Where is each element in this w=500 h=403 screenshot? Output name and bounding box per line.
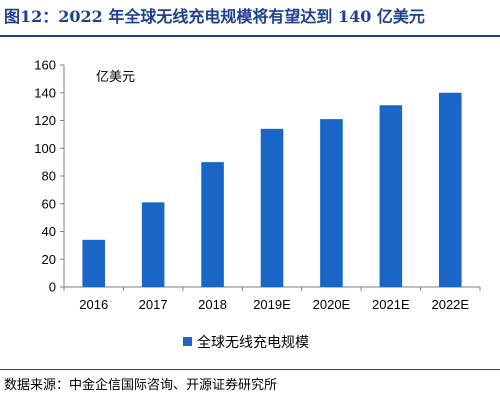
bar bbox=[379, 105, 403, 287]
footer-divider bbox=[0, 369, 500, 370]
x-tick-label: 2022E bbox=[431, 297, 469, 312]
y-tick-label: 20 bbox=[42, 252, 56, 267]
y-tick-label: 80 bbox=[42, 169, 56, 184]
bar bbox=[438, 92, 462, 287]
y-tick-label: 120 bbox=[34, 113, 56, 128]
source-note: 数据来源：中金企信国际咨询、开源证券研究所 bbox=[4, 378, 278, 393]
x-tick-label: 2019E bbox=[253, 297, 291, 312]
y-tick-label: 100 bbox=[34, 141, 56, 156]
y-tick-label: 0 bbox=[49, 280, 56, 295]
bar bbox=[201, 162, 224, 287]
bar bbox=[260, 128, 284, 287]
title-divider bbox=[0, 35, 500, 37]
legend: 全球无线充电规模 bbox=[183, 334, 309, 351]
unit-label: 亿美元 bbox=[96, 70, 135, 85]
x-axis: 2016 2017 2018 2019E 2020E 2021E 2022E bbox=[63, 286, 481, 312]
bar bbox=[141, 202, 165, 287]
x-tick-label: 2018 bbox=[198, 297, 227, 312]
legend-label: 全球无线充电规模 bbox=[197, 334, 309, 351]
y-axis: 0 20 40 60 80 100 120 140 160 bbox=[34, 58, 65, 295]
y-tick-label: 160 bbox=[34, 58, 56, 73]
y-tick-label: 60 bbox=[42, 196, 56, 211]
figure-title: 图12：2022 年全球无线充电规模将有望达到 140 亿美元 bbox=[4, 7, 425, 26]
y-tick-label: 140 bbox=[34, 85, 56, 100]
x-tick-label: 2017 bbox=[139, 297, 168, 312]
bar bbox=[320, 119, 343, 287]
x-tick-label: 2016 bbox=[79, 297, 108, 312]
x-tick-label: 2021E bbox=[372, 297, 410, 312]
y-tick-label: 40 bbox=[42, 224, 56, 239]
bar-series bbox=[82, 92, 462, 287]
legend-swatch bbox=[183, 337, 192, 346]
x-tick-label: 2020E bbox=[313, 297, 351, 312]
bar bbox=[82, 239, 106, 287]
